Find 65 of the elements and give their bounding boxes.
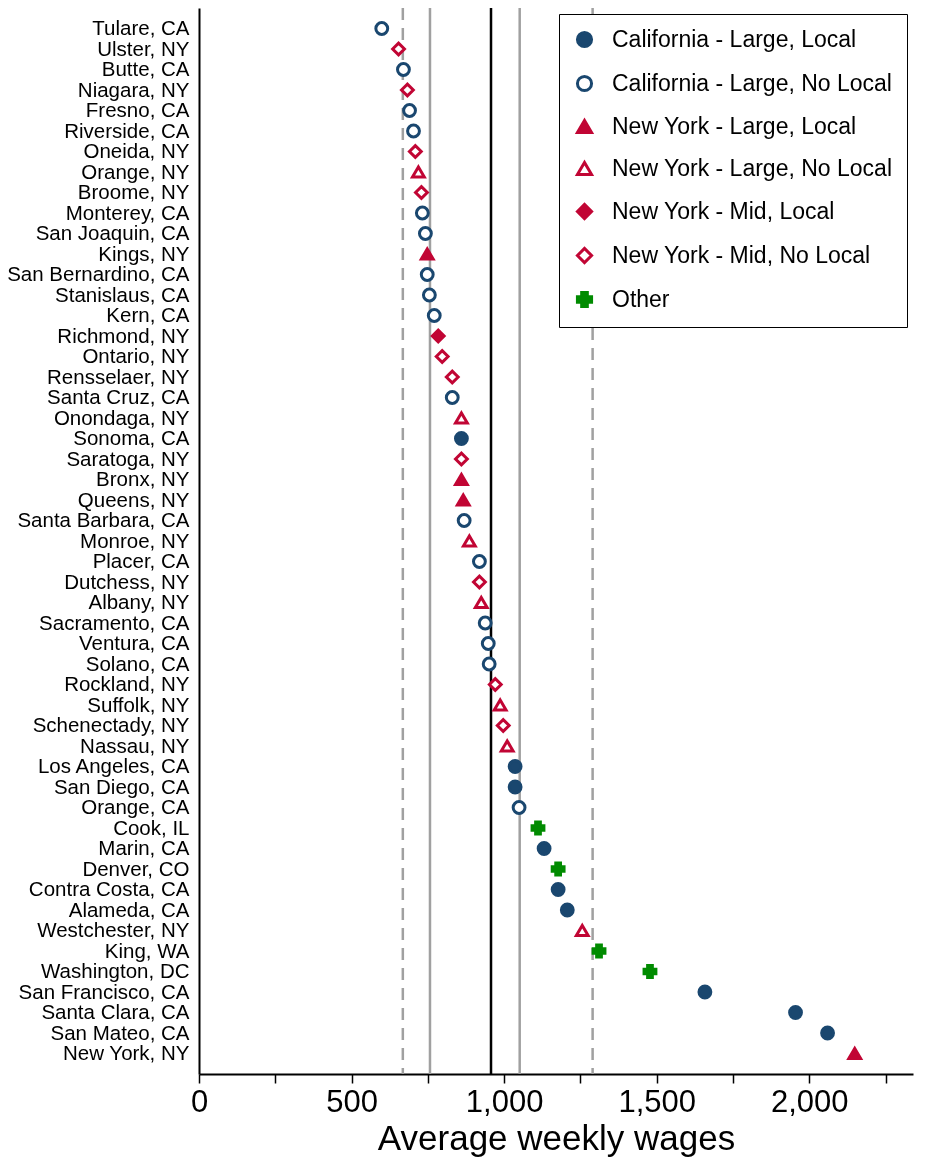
point — [507, 779, 523, 795]
point — [402, 103, 417, 118]
point — [550, 861, 566, 877]
point — [410, 165, 426, 179]
point — [456, 513, 472, 528]
point — [477, 615, 493, 631]
point — [455, 493, 471, 507]
point — [507, 759, 523, 774]
point — [847, 1046, 863, 1061]
point — [472, 574, 487, 590]
point — [820, 1025, 835, 1041]
x-tick-label: 0 — [190, 1083, 209, 1119]
legend-label: New York - Mid, Local — [612, 197, 835, 224]
point — [374, 21, 390, 36]
point — [492, 698, 508, 712]
x-tick-label: 1,500 — [618, 1083, 696, 1119]
point — [559, 902, 575, 918]
point — [472, 554, 487, 569]
point — [499, 739, 515, 753]
point — [391, 41, 406, 57]
point — [430, 328, 446, 344]
x-tick-label: 500 — [326, 1083, 378, 1119]
point — [419, 267, 435, 282]
point — [453, 431, 469, 446]
point — [530, 820, 546, 836]
point — [399, 82, 415, 98]
legend-label: New York - Large, Local — [612, 112, 857, 139]
point — [536, 841, 552, 856]
point — [417, 226, 433, 241]
point — [495, 718, 511, 733]
legend-label: California - Large, No Local — [612, 69, 892, 96]
point — [406, 123, 421, 139]
legend-label: New York - Large, No Local — [612, 154, 892, 181]
point — [421, 287, 437, 303]
point — [487, 677, 503, 692]
point — [414, 205, 430, 221]
point — [453, 472, 469, 487]
point — [407, 144, 423, 159]
point — [480, 636, 496, 651]
y-tick-label: Tulare, CA — [92, 16, 190, 39]
point — [453, 411, 469, 425]
point — [396, 62, 411, 77]
point — [444, 369, 460, 385]
point — [434, 349, 450, 364]
point — [426, 308, 442, 323]
point — [481, 656, 497, 672]
point — [574, 923, 590, 938]
x-axis-title: Average weekly wages — [377, 1117, 736, 1157]
x-tick-label: 1,000 — [465, 1083, 544, 1119]
point — [461, 534, 477, 548]
point — [550, 882, 566, 897]
point — [591, 943, 607, 959]
point — [419, 247, 435, 261]
legend-label: New York - Mid, No Local — [612, 241, 871, 268]
point — [642, 964, 658, 979]
x-tick-label: 2,000 — [770, 1083, 849, 1119]
point — [788, 1005, 803, 1020]
legend-label: California - Large, Local — [612, 25, 857, 52]
point — [453, 451, 469, 467]
legend-label: Other — [612, 285, 670, 312]
point — [414, 185, 429, 200]
point — [444, 390, 460, 405]
point — [697, 984, 713, 1000]
point — [511, 800, 527, 815]
point — [473, 595, 489, 610]
